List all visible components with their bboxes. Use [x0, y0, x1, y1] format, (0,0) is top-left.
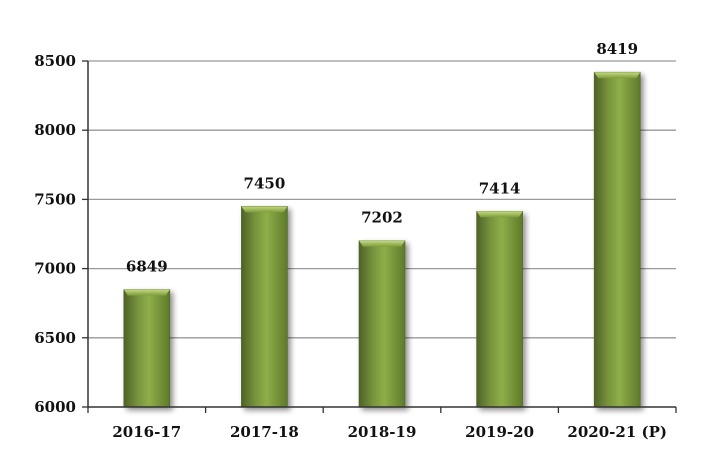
x-tick-label: 2017-18 [230, 423, 299, 441]
bars [123, 71, 641, 408]
bar-body [358, 240, 406, 408]
bar-body [123, 289, 171, 408]
bar [593, 71, 641, 408]
bar [241, 206, 288, 408]
data-label: 6849 [126, 257, 168, 275]
y-tick-label: 8500 [34, 52, 76, 70]
bar-body [476, 211, 523, 408]
bar-bevel [476, 211, 523, 218]
y-tick-label: 7000 [34, 260, 76, 278]
axes [82, 60, 677, 413]
y-tick-label: 6000 [34, 398, 76, 416]
data-label: 8419 [596, 40, 638, 58]
y-tick-label: 8000 [34, 121, 76, 139]
x-tick-label: 2020-21 (P) [567, 423, 667, 441]
data-label: 7414 [479, 179, 521, 197]
data-label: 7202 [361, 209, 403, 227]
y-tick-label: 7500 [34, 190, 76, 208]
bar-bevel [123, 289, 170, 296]
bar-bevel [594, 72, 641, 79]
gridlines [88, 60, 676, 339]
bar-bevel [359, 240, 405, 247]
labels: 6000 6500 7000 7500 8000 8500 6849 2016-17 7450 2… [34, 40, 667, 441]
x-tick-label: 2018-19 [348, 423, 417, 441]
bar-body [593, 71, 641, 408]
bar [123, 289, 171, 408]
x-tick-label: 2019-20 [465, 423, 534, 441]
y-tick-label: 6500 [34, 329, 76, 347]
data-label: 7450 [244, 174, 286, 192]
bar-bevel [241, 206, 288, 213]
bar [476, 211, 523, 408]
bar [358, 240, 406, 408]
x-tick-label: 2016-17 [112, 423, 181, 441]
bar-body [241, 206, 288, 408]
